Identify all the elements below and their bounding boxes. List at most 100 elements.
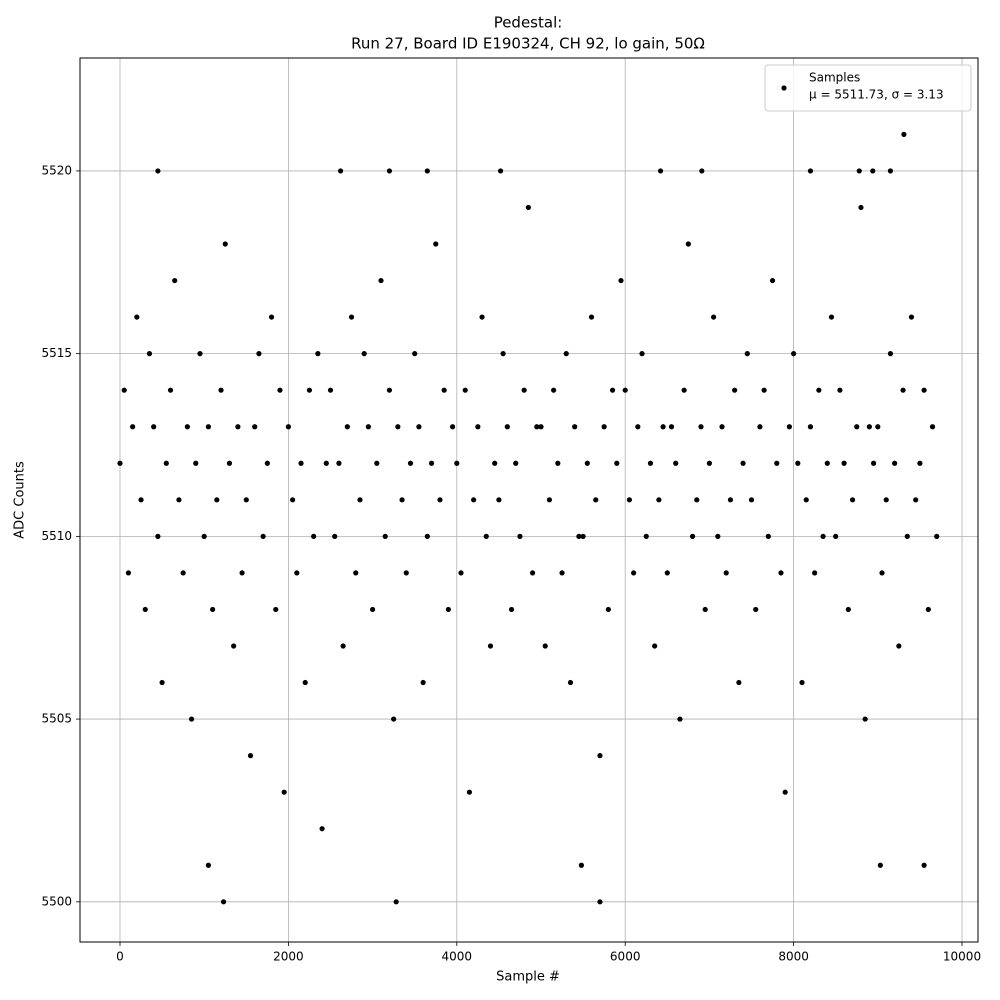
data-point — [803, 497, 809, 503]
data-point — [416, 424, 422, 430]
data-point — [664, 570, 670, 576]
legend-marker — [781, 85, 787, 91]
x-tick-label: 8000 — [778, 950, 809, 964]
data-point — [719, 424, 725, 430]
data-point — [273, 606, 279, 613]
data-point — [374, 460, 380, 466]
data-point — [529, 570, 536, 576]
y-tick-label: 5520 — [41, 163, 72, 177]
data-point — [138, 497, 144, 503]
data-point — [656, 497, 662, 503]
data-point — [424, 533, 430, 539]
data-point — [618, 277, 624, 284]
data-point — [504, 424, 510, 430]
x-tick-label: 4000 — [442, 950, 473, 964]
data-point — [828, 314, 835, 320]
data-point — [913, 497, 919, 503]
data-point — [403, 570, 409, 576]
data-point — [744, 351, 750, 357]
data-point — [386, 168, 393, 174]
data-point — [673, 460, 679, 466]
data-point — [609, 387, 616, 393]
data-point — [833, 533, 839, 539]
data-point — [841, 460, 847, 466]
data-point — [361, 351, 367, 357]
data-point — [706, 460, 712, 466]
data-point — [205, 424, 212, 430]
data-point — [614, 460, 620, 466]
data-point — [466, 789, 473, 795]
data-point — [340, 643, 346, 649]
data-point — [698, 424, 704, 430]
data-point — [786, 424, 792, 430]
data-point — [172, 277, 178, 284]
data-point — [593, 497, 599, 503]
x-tick-label: 6000 — [610, 950, 641, 964]
data-point — [277, 387, 283, 393]
data-point — [647, 460, 654, 466]
data-point — [597, 899, 603, 905]
data-point — [348, 314, 355, 320]
data-point — [332, 533, 338, 539]
data-point — [344, 424, 350, 430]
data-point — [837, 387, 843, 393]
data-point — [290, 497, 296, 503]
data-point — [657, 168, 664, 174]
data-point — [694, 497, 700, 503]
data-point — [546, 497, 553, 503]
data-point — [285, 424, 291, 430]
data-point — [412, 351, 418, 357]
data-point — [298, 460, 304, 466]
data-point — [858, 204, 864, 211]
data-point — [525, 204, 531, 211]
data-point — [256, 351, 262, 357]
data-point — [311, 533, 317, 539]
data-point — [753, 606, 759, 613]
data-point — [487, 643, 494, 649]
data-point — [218, 387, 224, 393]
data-point — [134, 314, 140, 320]
data-point — [807, 424, 814, 430]
data-point — [685, 241, 691, 247]
data-point — [338, 168, 344, 174]
data-point — [845, 606, 851, 613]
data-point — [365, 424, 371, 430]
data-point — [176, 497, 182, 503]
data-point — [142, 606, 148, 613]
legend-box — [764, 64, 972, 112]
data-point — [862, 716, 868, 722]
data-point — [428, 460, 435, 466]
data-point — [264, 460, 270, 466]
data-point — [795, 460, 801, 466]
data-point — [188, 716, 195, 722]
data-point — [201, 533, 207, 539]
data-point — [887, 351, 894, 357]
data-point — [214, 497, 220, 503]
data-point — [449, 424, 456, 430]
data-point — [496, 497, 502, 503]
data-point — [458, 570, 464, 576]
data-point — [765, 533, 771, 539]
data-point — [252, 424, 258, 430]
data-point — [757, 424, 763, 430]
data-point — [441, 387, 447, 393]
data-point — [699, 168, 705, 174]
data-point — [816, 387, 822, 393]
data-point — [576, 533, 582, 539]
data-point — [908, 314, 915, 320]
data-point — [769, 277, 776, 284]
data-point — [622, 387, 628, 393]
data-point — [799, 679, 805, 686]
data-point — [125, 570, 132, 576]
data-point — [668, 424, 675, 430]
data-point — [824, 460, 830, 466]
data-point — [492, 460, 498, 466]
data-point — [677, 716, 683, 722]
data-point — [791, 351, 797, 357]
data-point — [220, 899, 227, 905]
data-point — [420, 679, 426, 686]
data-point — [812, 570, 818, 576]
data-point — [260, 533, 266, 539]
data-point — [424, 168, 430, 174]
x-tick-label: 10000 — [943, 950, 981, 964]
